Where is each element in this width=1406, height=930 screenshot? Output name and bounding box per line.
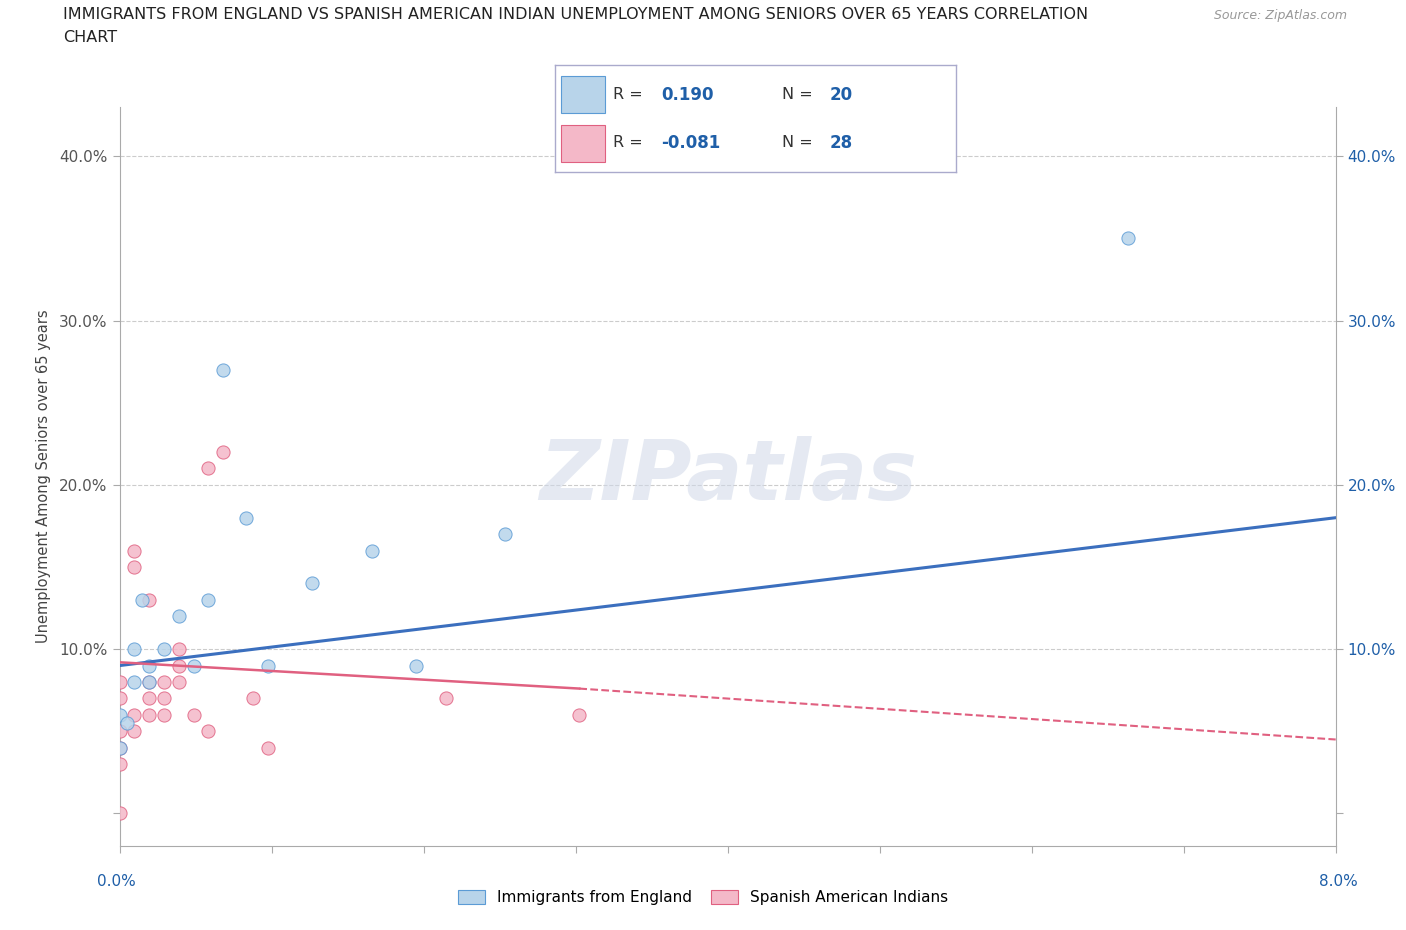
Text: Source: ZipAtlas.com: Source: ZipAtlas.com — [1213, 9, 1347, 22]
Text: CHART: CHART — [63, 30, 117, 45]
Point — [494, 526, 516, 541]
Y-axis label: Unemployment Among Seniors over 65 years: Unemployment Among Seniors over 65 years — [37, 310, 51, 644]
Point — [138, 691, 160, 706]
Point — [167, 658, 190, 673]
Point — [115, 716, 138, 731]
Text: N =: N = — [782, 87, 813, 102]
Point — [242, 691, 264, 706]
Text: 20: 20 — [830, 86, 853, 103]
Point — [124, 708, 146, 723]
Point — [138, 658, 160, 673]
Text: 28: 28 — [830, 134, 853, 152]
Point — [124, 543, 146, 558]
Point — [360, 543, 382, 558]
Text: -0.081: -0.081 — [662, 134, 721, 152]
Point — [108, 724, 131, 738]
FancyBboxPatch shape — [561, 76, 606, 113]
Point — [108, 806, 131, 821]
Point — [153, 691, 176, 706]
Point — [153, 642, 176, 657]
Point — [197, 592, 219, 607]
Point — [108, 740, 131, 755]
Point — [138, 674, 160, 689]
Point — [153, 674, 176, 689]
Text: N =: N = — [782, 135, 813, 150]
Point — [256, 658, 278, 673]
Text: 0.190: 0.190 — [662, 86, 714, 103]
Point — [153, 708, 176, 723]
Point — [212, 445, 235, 459]
Point — [212, 363, 235, 378]
Text: R =: R = — [613, 135, 643, 150]
Point — [124, 674, 146, 689]
Point — [108, 674, 131, 689]
Point — [197, 461, 219, 476]
Point — [124, 724, 146, 738]
Point — [301, 576, 323, 591]
Point — [108, 708, 131, 723]
Point — [405, 658, 427, 673]
Text: R =: R = — [613, 87, 643, 102]
FancyBboxPatch shape — [561, 125, 606, 163]
Point — [167, 609, 190, 624]
Point — [183, 708, 205, 723]
Point — [138, 592, 160, 607]
Point — [108, 757, 131, 772]
Point — [256, 740, 278, 755]
Point — [131, 592, 153, 607]
Point — [124, 642, 146, 657]
Point — [138, 708, 160, 723]
Point — [1116, 231, 1139, 246]
Point — [568, 708, 591, 723]
Text: ZIPatlas: ZIPatlas — [538, 436, 917, 517]
Point — [235, 511, 257, 525]
Point — [197, 724, 219, 738]
Legend: Immigrants from England, Spanish American Indians: Immigrants from England, Spanish America… — [451, 884, 955, 911]
Text: IMMIGRANTS FROM ENGLAND VS SPANISH AMERICAN INDIAN UNEMPLOYMENT AMONG SENIORS OV: IMMIGRANTS FROM ENGLAND VS SPANISH AMERI… — [63, 7, 1088, 22]
Text: 0.0%: 0.0% — [97, 874, 136, 889]
Point — [183, 658, 205, 673]
Point — [434, 691, 457, 706]
Point — [167, 674, 190, 689]
Point — [124, 560, 146, 575]
Text: 8.0%: 8.0% — [1319, 874, 1358, 889]
Point — [138, 674, 160, 689]
Point — [167, 642, 190, 657]
Point — [108, 691, 131, 706]
Point — [108, 740, 131, 755]
